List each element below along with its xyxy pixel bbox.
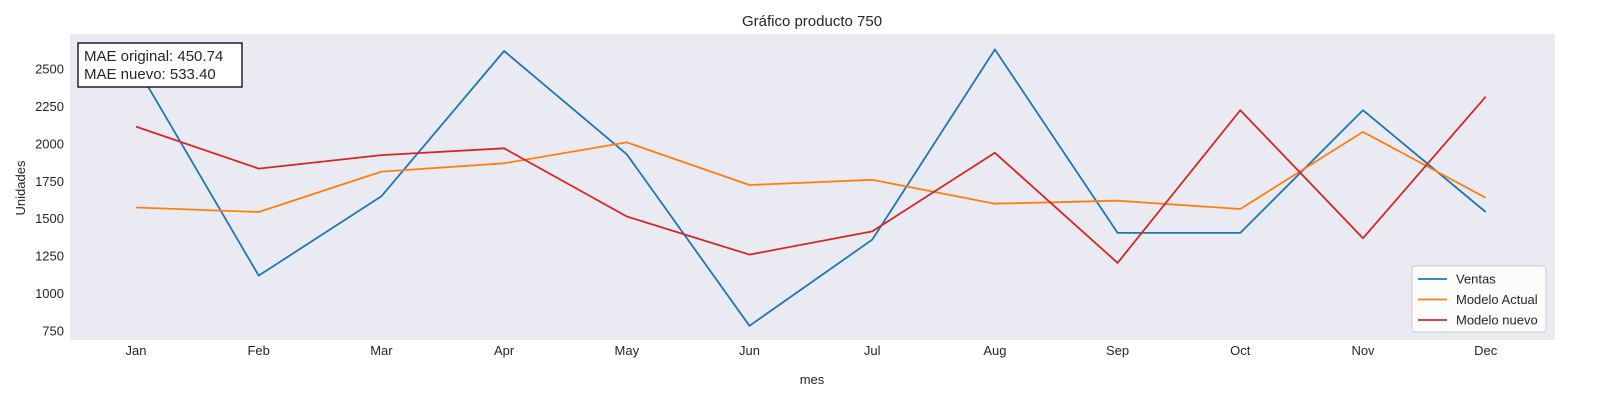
mae-nuevo-text: MAE nuevo: 533.40 bbox=[84, 66, 216, 83]
y-tick-label: 750 bbox=[42, 324, 64, 339]
x-tick-label: Aug bbox=[983, 343, 1006, 358]
legend: Ventas Modelo Actual Modelo nuevo bbox=[1412, 266, 1546, 332]
x-tick-label: Feb bbox=[247, 343, 269, 358]
y-tick-label: 2250 bbox=[35, 99, 64, 114]
legend-label: Modelo nuevo bbox=[1456, 313, 1538, 328]
x-tick-label: Jun bbox=[739, 343, 760, 358]
mae-annotation: MAE original: 450.74 MAE nuevo: 533.40 bbox=[78, 43, 242, 87]
x-tick-label: Jan bbox=[126, 343, 147, 358]
x-tick-label: Dec bbox=[1474, 343, 1498, 358]
legend-label: Ventas bbox=[1456, 272, 1496, 287]
y-tick-label: 1500 bbox=[35, 211, 64, 226]
x-tick-label: May bbox=[615, 343, 640, 358]
x-tick-label: Nov bbox=[1351, 343, 1375, 358]
plot-area bbox=[70, 34, 1555, 340]
y-axis-ticks: 750 1000 1250 1500 1750 2000 2250 2500 bbox=[35, 62, 64, 339]
x-tick-label: Mar bbox=[370, 343, 393, 358]
y-tick-label: 1750 bbox=[35, 174, 64, 189]
x-tick-label: Sep bbox=[1106, 343, 1129, 358]
chart-title: Gráfico producto 750 bbox=[742, 13, 882, 30]
y-tick-label: 2500 bbox=[35, 62, 64, 77]
x-tick-label: Oct bbox=[1230, 343, 1251, 358]
legend-label: Modelo Actual bbox=[1456, 292, 1538, 307]
y-tick-label: 1250 bbox=[35, 249, 64, 264]
y-axis-label: Unidades bbox=[13, 160, 28, 215]
y-tick-label: 1000 bbox=[35, 286, 64, 301]
x-tick-label: Jul bbox=[864, 343, 881, 358]
x-axis-label: mes bbox=[800, 372, 825, 387]
mae-original-text: MAE original: 450.74 bbox=[84, 48, 223, 65]
x-axis-ticks: Jan Feb Mar Apr May Jun Jul Aug Sep Oct Nov Dec bbox=[126, 343, 1498, 358]
y-tick-label: 2000 bbox=[35, 136, 64, 151]
x-tick-label: Apr bbox=[494, 343, 515, 358]
